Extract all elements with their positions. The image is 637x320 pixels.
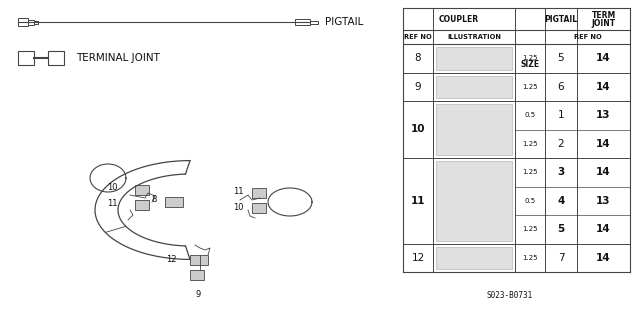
Text: 3: 3 <box>557 167 564 177</box>
Text: TERMINAL JOINT: TERMINAL JOINT <box>76 53 160 63</box>
Text: 0.5: 0.5 <box>524 198 536 204</box>
Text: 14: 14 <box>596 167 611 177</box>
Text: 14: 14 <box>596 224 611 234</box>
Bar <box>18 18 28 26</box>
Text: 14: 14 <box>596 53 611 63</box>
Bar <box>295 19 310 25</box>
Text: JOINT: JOINT <box>591 20 615 28</box>
Text: 1.25: 1.25 <box>522 141 538 147</box>
Text: 13: 13 <box>596 196 611 206</box>
Text: 4: 4 <box>557 196 564 206</box>
Bar <box>436 47 512 69</box>
Bar <box>34 20 38 23</box>
Text: REF NO: REF NO <box>574 34 601 40</box>
Text: 1.25: 1.25 <box>522 55 538 61</box>
Bar <box>252 188 266 198</box>
Text: 8: 8 <box>152 196 157 204</box>
Text: 14: 14 <box>596 139 611 149</box>
Text: 1.25: 1.25 <box>522 169 538 175</box>
Text: 11: 11 <box>108 198 118 207</box>
Text: 2: 2 <box>557 139 564 149</box>
Bar <box>436 246 512 269</box>
Text: REF NO: REF NO <box>404 34 432 40</box>
Text: 11: 11 <box>411 196 426 206</box>
Text: COUPLER: COUPLER <box>439 14 479 23</box>
Text: 9: 9 <box>196 290 201 299</box>
Bar <box>165 197 183 207</box>
Text: 1: 1 <box>557 110 564 120</box>
Bar <box>135 185 149 195</box>
Text: 1.25: 1.25 <box>522 226 538 232</box>
Text: 6: 6 <box>557 82 564 92</box>
Text: SIZE: SIZE <box>520 60 540 69</box>
Bar <box>190 270 204 280</box>
Bar <box>436 76 512 98</box>
Text: 10: 10 <box>234 203 244 212</box>
Text: 1.25: 1.25 <box>522 84 538 90</box>
Text: 13: 13 <box>596 110 611 120</box>
Text: 12: 12 <box>412 253 425 263</box>
Text: S023-B0731: S023-B0731 <box>487 291 533 300</box>
Text: 5: 5 <box>557 53 564 63</box>
Text: 10: 10 <box>108 183 118 193</box>
Bar <box>48 51 64 65</box>
Text: 0.5: 0.5 <box>524 112 536 118</box>
Bar <box>436 104 512 155</box>
Bar <box>436 161 512 241</box>
Text: PIGTAIL: PIGTAIL <box>545 14 578 23</box>
Bar <box>310 20 318 23</box>
Bar <box>135 200 149 210</box>
Text: 14: 14 <box>596 253 611 263</box>
Text: 1.25: 1.25 <box>522 255 538 261</box>
Bar <box>252 203 266 213</box>
Text: 14: 14 <box>596 82 611 92</box>
Text: PIGTAIL: PIGTAIL <box>325 17 363 27</box>
Text: 7: 7 <box>557 253 564 263</box>
Text: TERM: TERM <box>591 12 615 20</box>
Text: ILLUSTRATION: ILLUSTRATION <box>447 34 501 40</box>
Text: 11: 11 <box>234 188 244 196</box>
Text: 8: 8 <box>415 53 421 63</box>
Text: 10: 10 <box>411 124 426 134</box>
Bar <box>18 51 34 65</box>
Text: 5: 5 <box>557 224 564 234</box>
Text: 9: 9 <box>415 82 421 92</box>
Bar <box>28 20 34 25</box>
Bar <box>190 255 208 265</box>
Text: 12: 12 <box>166 255 177 265</box>
